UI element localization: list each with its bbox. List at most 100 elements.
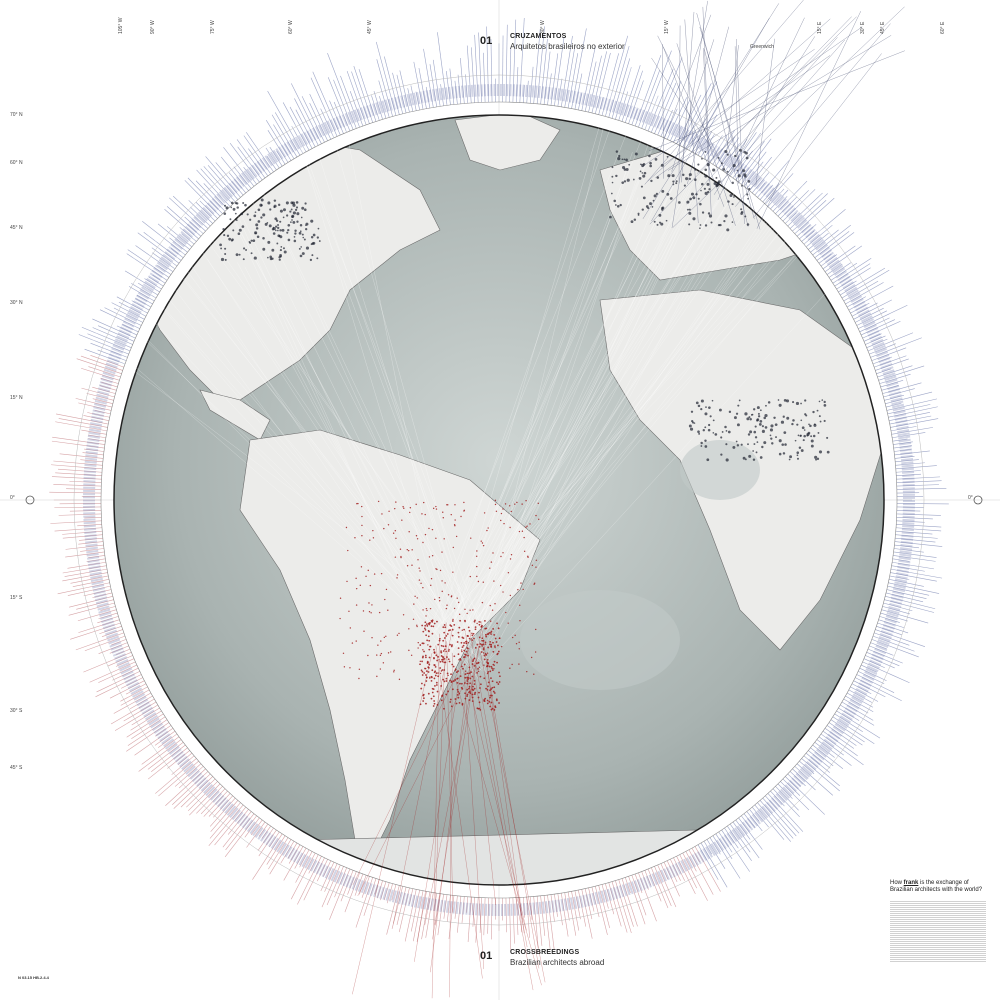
radial-bar <box>346 70 367 125</box>
radial-bar <box>209 797 236 827</box>
origin-point <box>490 677 492 680</box>
origin-point <box>515 642 518 645</box>
destination-point <box>656 223 659 226</box>
destination-point <box>752 458 756 461</box>
origin-point <box>491 680 494 683</box>
radial-bar <box>147 747 188 780</box>
destination-point <box>690 192 694 196</box>
destination-point <box>609 215 612 219</box>
destination-point <box>292 211 297 215</box>
origin-point <box>488 700 491 703</box>
radial-bar <box>309 93 332 140</box>
origin-point <box>449 643 451 646</box>
origin-point <box>447 690 449 693</box>
origin-point <box>530 656 533 659</box>
origin-point <box>511 636 514 639</box>
destination-point <box>277 226 280 230</box>
connection-line <box>479 139 792 624</box>
radial-bar <box>99 626 122 635</box>
lon-label: 75° W <box>210 20 216 34</box>
radial-bar <box>660 863 669 880</box>
destination-point <box>639 170 642 173</box>
connection-line <box>436 88 893 670</box>
radial-bar <box>312 71 341 136</box>
destination-point <box>747 433 751 436</box>
origin-point <box>525 526 527 528</box>
origin-point <box>444 582 446 584</box>
origin-point <box>472 685 474 688</box>
radial-bar <box>474 34 479 103</box>
origin-point <box>466 676 469 679</box>
radial-bar <box>208 793 231 817</box>
destination-point <box>299 230 302 233</box>
radial-bar <box>757 160 790 198</box>
destination-point <box>697 163 700 166</box>
radial-bar <box>54 527 102 532</box>
radial-bar <box>49 491 102 494</box>
origin-point <box>390 651 392 653</box>
destination-point <box>742 169 746 173</box>
destination-point <box>819 420 822 423</box>
origin-point <box>476 575 478 578</box>
radial-bar <box>581 889 593 939</box>
origin-point <box>413 603 415 605</box>
destination-point <box>230 206 233 209</box>
connection-line <box>466 123 849 621</box>
destination-point <box>744 215 747 218</box>
destination-point <box>709 415 712 418</box>
globe <box>113 114 885 886</box>
origin-point <box>494 499 497 502</box>
radial-bar <box>796 763 834 796</box>
radial-bar <box>832 716 875 744</box>
radial-bar <box>855 307 884 323</box>
destination-point <box>250 239 253 242</box>
origin-point <box>445 677 448 680</box>
radial-bar <box>516 897 519 935</box>
origin-point <box>440 685 443 687</box>
origin-point <box>453 623 456 626</box>
destination-point <box>745 151 748 155</box>
origin-point <box>460 515 462 518</box>
radial-bar <box>870 642 887 650</box>
radial-bar <box>762 797 797 837</box>
radial-bar <box>895 459 919 463</box>
radial-bar <box>353 66 373 123</box>
radial-bar <box>475 897 479 943</box>
radial-bar <box>203 166 236 203</box>
destination-point <box>672 180 675 183</box>
destination-point <box>769 428 774 432</box>
destination-point <box>744 203 747 206</box>
radial-bar <box>896 517 933 520</box>
destination-point <box>275 225 278 228</box>
radial-bar <box>824 245 863 272</box>
origin-point <box>458 626 461 629</box>
origin-point <box>469 677 472 680</box>
radial-bar <box>896 480 942 483</box>
origin-point <box>395 501 397 503</box>
origin-point <box>490 688 493 690</box>
abroad-line <box>734 46 739 184</box>
destination-point <box>638 176 642 180</box>
origin-point <box>432 507 435 510</box>
radial-bar <box>81 326 132 348</box>
origin-point <box>447 504 449 506</box>
destination-point <box>807 431 811 435</box>
origin-point <box>435 654 438 657</box>
origin-point <box>426 660 429 663</box>
connection-line <box>430 664 471 973</box>
radial-bar <box>657 864 677 908</box>
origin-point <box>428 556 431 558</box>
origin-point <box>482 647 485 650</box>
radial-bar <box>92 386 116 394</box>
radial-bar <box>55 472 102 477</box>
destination-point <box>810 444 814 448</box>
origin-point <box>491 707 494 710</box>
origin-point <box>376 654 378 656</box>
destination-point <box>294 208 298 211</box>
destination-point <box>785 399 790 403</box>
destination-point <box>260 204 263 207</box>
radial-bar <box>373 90 383 120</box>
destination-point <box>788 458 791 461</box>
radial-bar <box>379 95 387 119</box>
radial-bar <box>663 862 680 897</box>
